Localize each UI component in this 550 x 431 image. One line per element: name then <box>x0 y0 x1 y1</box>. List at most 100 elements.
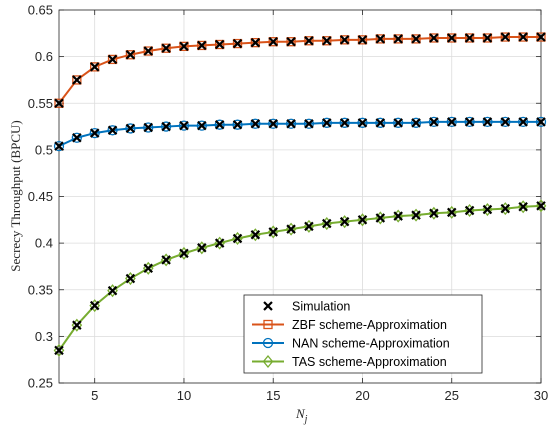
simulation-point <box>89 128 100 138</box>
simulation-point <box>286 119 296 129</box>
simulation-point <box>446 117 457 127</box>
data-point <box>375 117 386 128</box>
simulation-point <box>393 118 403 128</box>
simulation-point <box>54 141 64 151</box>
x-tick-label: 25 <box>445 388 459 403</box>
data-point <box>179 41 189 52</box>
data-point <box>197 40 207 51</box>
data-point <box>339 117 350 128</box>
simulation-point <box>72 75 82 85</box>
y-tick-label: 0.3 <box>35 329 53 344</box>
data-point <box>71 132 83 143</box>
simulation-point <box>107 285 118 296</box>
simulation-point <box>214 119 225 130</box>
ticks: 5 10 15 20 25 30 0.25 0.3 0.35 0.4 0.45 0.5 0.55 0.6 0… <box>28 3 549 404</box>
simulation-point <box>232 119 243 130</box>
legend-label: NAN scheme-Approximation <box>292 337 450 351</box>
simulation-point <box>500 203 511 214</box>
data-point <box>143 46 153 56</box>
x-tick-label: 15 <box>266 388 280 403</box>
simulation-point <box>125 123 136 134</box>
simulation-layer <box>54 32 546 356</box>
simulation-point <box>339 216 350 227</box>
simulation-point <box>411 210 421 220</box>
simulation-point <box>357 215 368 225</box>
simulation-point <box>179 120 189 131</box>
legend-entry: TAS scheme-Approximation <box>252 354 447 369</box>
series-line <box>58 120 541 148</box>
simulation-point <box>214 39 225 50</box>
legend-entry: ZBF scheme-Approximation <box>252 318 447 332</box>
legend: Simulation ZBF scheme-Approximation NAN sc… <box>243 294 483 374</box>
simulation-point <box>197 120 207 131</box>
x-axis-label: Nj <box>295 406 308 425</box>
legend-label: TAS scheme-Approximation <box>292 355 447 369</box>
simulation-point <box>268 119 278 129</box>
x-axis-label-subscript: j <box>303 414 308 425</box>
simulation-point <box>232 233 243 244</box>
simulation-point <box>339 35 350 45</box>
legend-marker <box>263 319 273 330</box>
y-tick-label: 0.5 <box>35 142 53 157</box>
plot-frame <box>58 9 542 384</box>
simulation-point <box>89 62 100 72</box>
legend-entry: Simulation <box>263 300 350 314</box>
y-tick-label: 0.6 <box>35 49 53 64</box>
simulation-point <box>125 273 136 284</box>
simulation-point <box>411 34 421 44</box>
simulation-point <box>304 221 314 232</box>
simulation-point <box>375 118 386 128</box>
legend-label: Simulation <box>292 300 350 314</box>
simulation-point <box>286 224 296 234</box>
data-point <box>339 35 350 45</box>
data-point <box>357 35 368 45</box>
simulation-point <box>518 202 528 212</box>
simulation-point <box>214 238 225 248</box>
x-axis-label-main: N <box>295 406 306 421</box>
data-point <box>107 54 118 65</box>
data-point <box>429 33 439 43</box>
data-point <box>464 116 475 128</box>
simulation-point <box>322 118 332 128</box>
simulation-point <box>464 33 475 43</box>
data-point <box>304 36 314 46</box>
data-point <box>107 125 118 136</box>
legend-marker <box>263 301 273 311</box>
simulation-point <box>429 33 439 43</box>
data-point <box>54 98 64 108</box>
data-point <box>160 121 172 132</box>
simulation-point <box>143 263 154 274</box>
data-point <box>125 50 136 60</box>
data-point <box>232 119 243 130</box>
simulation-point <box>143 46 154 56</box>
simulation-point <box>161 43 171 53</box>
data-point <box>214 119 225 130</box>
data-point <box>393 34 403 44</box>
legend-entry: NAN scheme-Approximation <box>252 337 450 351</box>
data-point <box>482 116 493 128</box>
simulation-point <box>482 33 493 43</box>
simulation-point <box>286 36 296 47</box>
simulation-point <box>72 320 82 330</box>
simulation-point <box>125 50 136 60</box>
y-tick-label: 0.35 <box>28 282 53 297</box>
simulation-point <box>54 98 64 109</box>
simulation-point <box>375 34 386 44</box>
simulation-point <box>250 37 261 48</box>
simulation-point <box>322 218 332 229</box>
simulation-point <box>536 117 546 127</box>
data-point <box>410 117 422 128</box>
x-tick-label: 20 <box>355 388 369 403</box>
y-tick-label: 0.45 <box>28 189 53 204</box>
data-point <box>375 34 385 44</box>
y-tick-label: 0.55 <box>28 96 53 111</box>
data-point <box>411 34 421 44</box>
data-point <box>268 118 279 129</box>
simulation-point <box>322 36 332 46</box>
simulation-point <box>250 229 261 240</box>
data-point <box>178 120 190 131</box>
simulation-point <box>250 119 261 129</box>
simulation-point <box>179 248 189 259</box>
data-point <box>286 37 296 47</box>
